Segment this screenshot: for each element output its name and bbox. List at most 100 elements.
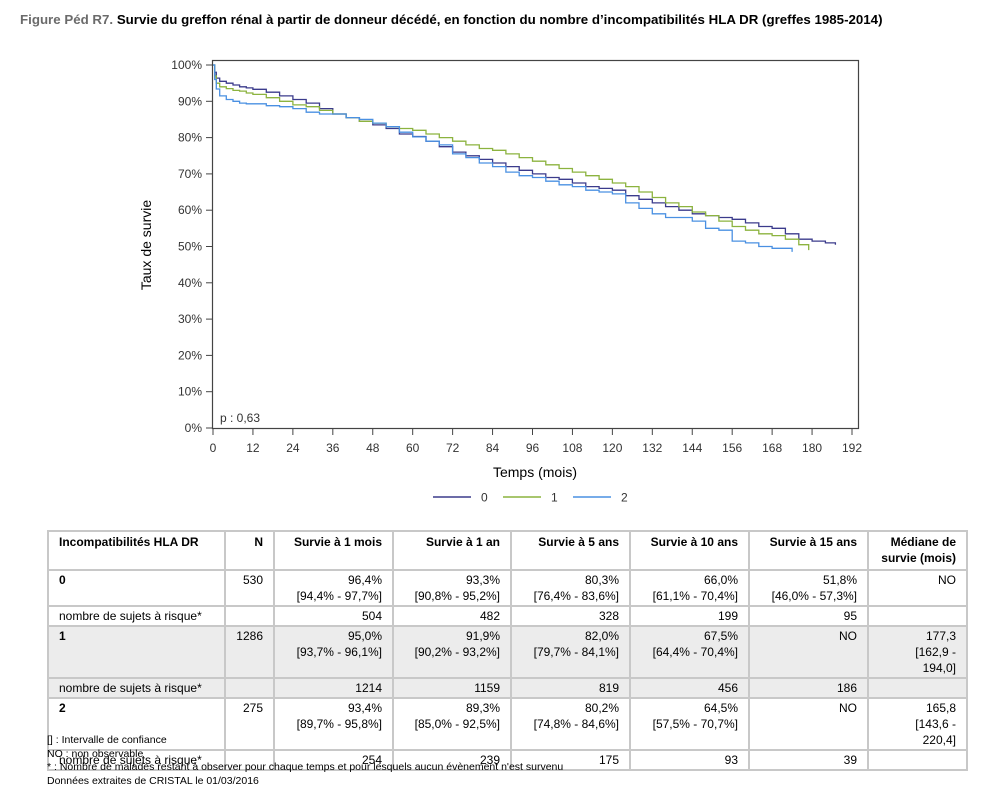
at-risk-cell: 482 [392,605,512,627]
median-header-line1: Médiane de [890,535,956,549]
y-tick-label: 90% [178,94,202,108]
x-tick-label: 12 [246,441,260,455]
survival-value: 51,8% [822,573,857,587]
survival-ci: [85,0% - 92,5%] [414,717,500,731]
survival-value: NO [839,629,857,643]
survival-value: 67,5% [703,629,738,643]
at-risk-cell: 239 [392,749,512,771]
survival-value: 177,3 [925,629,956,643]
y-tick-label: 10% [178,385,202,399]
x-axis: 0 12 24 36 48 60 72 84 96 108 120 132 144 156 168 180 19… [210,429,862,455]
footnote-no: NO : non observable [47,747,144,760]
survival-cell: 80,2% [74,8% - 84,6%] [510,697,631,751]
survival-ci: [90,8% - 95,2%] [414,589,500,603]
footnote-risk: * : Nombre de malades restant à observer… [47,761,564,773]
survival-value: NO [839,701,857,715]
at-risk-label: nombre de sujets à risque* [47,677,226,699]
x-tick-label: 180 [802,441,822,455]
at-risk-cell [867,749,968,771]
survival-cell: 51,8% [46,0% - 57,3%] [748,569,869,607]
p-value-annotation: p : 0,63 [220,411,260,425]
survival-ci: [79,7% - 84,1%] [533,645,619,659]
x-tick-label: 0 [210,441,217,455]
survival-cell: 66,0% [61,1% - 70,4%] [629,569,750,607]
col-header-10ans: Survie à 10 ans [629,530,750,571]
col-header-5ans: Survie à 5 ans [510,530,631,571]
curves [213,64,837,252]
survival-ci: [162,9 - 194,0] [915,645,956,675]
x-tick-label: 144 [682,441,702,455]
survival-value: 80,3% [584,573,619,587]
table-header-row: Incompatibilités HLA DR N Survie à 1 moi… [47,530,968,571]
y-tick-label: 70% [178,167,202,181]
plot-frame [211,59,860,430]
x-tick-label: 120 [602,441,622,455]
x-tick-label: 132 [642,441,662,455]
y-tick-label: 30% [178,312,202,326]
x-tick-label: 192 [842,441,862,455]
survival-cell: 82,0% [79,7% - 84,1%] [510,625,631,679]
table-row-group: 1 1286 95,0% [93,7% - 96,1%] 91,9% [90,2% - … [47,625,968,679]
col-header-median: Médiane de survie (mois) [867,530,968,571]
col-header-1mois: Survie à 1 mois [273,530,394,571]
y-tick-label: 80% [178,131,202,145]
survival-curve-1 [213,64,810,251]
table-row-at-risk: nombre de sujets à risque* 1214 1159 819 45… [47,677,968,699]
at-risk-cell: 93 [629,749,750,771]
at-risk-cell: 254 [273,749,394,771]
table-row-at-risk: nombre de sujets à risque* 254 239 175 93 39 [47,749,968,771]
survival-value: 95,0% [347,629,382,643]
legend-label-2: 2 [621,491,628,505]
at-risk-cell: 504 [273,605,394,627]
figure-title-text: Survie du greffon rénal à partir de donn… [116,12,883,27]
at-risk-n-empty [224,749,275,771]
group-label: 1 [47,625,226,679]
at-risk-cell: 819 [510,677,631,699]
survival-value: 96,4% [347,573,382,587]
at-risk-n-empty [224,605,275,627]
survival-ci: [57,5% - 70,7%] [652,717,738,731]
survival-value: 82,0% [584,629,619,643]
survival-value: NO [938,573,956,587]
at-risk-cell [867,677,968,699]
y-axis-title: Taux de survie [138,200,154,290]
at-risk-label: nombre de sujets à risque* [47,605,226,627]
survival-ci [760,644,857,660]
survival-cell: NO [748,625,869,679]
table-row-group: 0 530 96,4% [94,4% - 97,7%] 93,3% [90,8% - 9… [47,569,968,607]
x-axis-title: Temps (mois) [493,464,577,480]
col-header-n: N [224,530,275,571]
survival-cell: 80,3% [76,4% - 83,6%] [510,569,631,607]
survival-cell: 89,3% [85,0% - 92,5%] [392,697,512,751]
survival-cell: NO [748,697,869,751]
survival-ci: [94,4% - 97,7%] [296,589,382,603]
at-risk-cell: 1214 [273,677,394,699]
x-tick-label: 60 [406,441,420,455]
group-n: 530 [224,569,275,607]
survival-cell: 93,4% [89,7% - 95,8%] [273,697,394,751]
y-tick-label: 20% [178,348,202,362]
survival-table: Incompatibilités HLA DR N Survie à 1 moi… [47,530,968,771]
x-tick-label: 156 [722,441,742,455]
survival-ci: [89,7% - 95,8%] [296,717,382,731]
table-row-group: 2 275 93,4% [89,7% - 95,8%] 89,3% [85,0% - 9… [47,697,968,751]
y-axis: 0% 10% 20% 30% 40% 50% 60% 70% 80% 90% 100% [171,58,212,435]
survival-value: 80,2% [584,701,619,715]
footnotes: [] : Intervalle de confiance NO : non ob… [47,734,563,788]
y-tick-label: 100% [171,58,202,72]
at-risk-cell: 328 [510,605,631,627]
at-risk-label: nombre de sujets à risque* [47,749,226,771]
median-header-line2: survie (mois) [881,551,956,565]
legend-label-1: 1 [551,491,558,505]
at-risk-cell: 39 [748,749,869,771]
y-tick-label: 40% [178,276,202,290]
at-risk-cell: 175 [510,749,631,771]
survival-cell: 67,5% [64,4% - 70,4%] [629,625,750,679]
survival-value: 93,4% [347,701,382,715]
x-tick-label: 168 [762,441,782,455]
legend-label-0: 0 [481,491,488,505]
survival-ci: [64,4% - 70,4%] [652,645,738,659]
at-risk-n-empty [224,677,275,699]
survival-ci [879,588,956,604]
survival-ci: [93,7% - 96,1%] [296,645,382,659]
